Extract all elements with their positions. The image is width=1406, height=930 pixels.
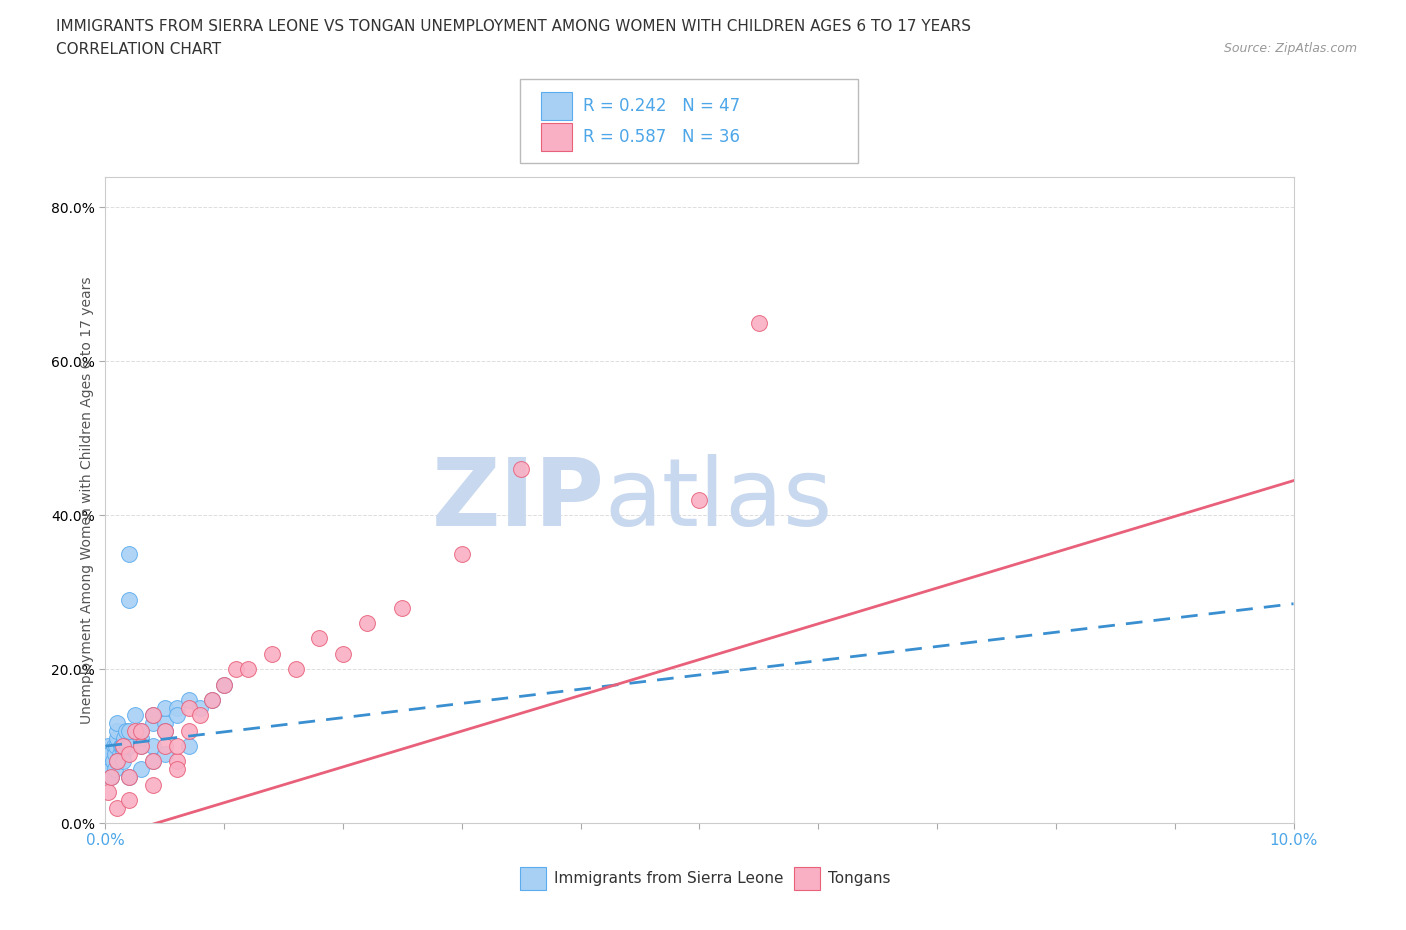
Point (118, 592, 141, 607)
Point (308, 631, 330, 645)
Text: Source: ZipAtlas.com: Source: ZipAtlas.com (1223, 42, 1357, 55)
Point (97, 785, 120, 800)
Point (124, 708, 146, 723)
Point (118, 724, 141, 738)
Point (142, 754, 165, 769)
Point (98, 747, 121, 762)
Text: atlas: atlas (605, 454, 832, 546)
Point (114, 731, 136, 746)
Point (166, 738, 188, 753)
Point (166, 708, 188, 723)
Point (129, 731, 152, 746)
Point (142, 754, 165, 769)
Point (153, 738, 176, 753)
Point (748, 315, 770, 330)
Point (284, 662, 307, 677)
Point (153, 724, 176, 738)
Point (112, 754, 135, 769)
Point (190, 700, 212, 715)
Point (100, 769, 122, 784)
Point (105, 754, 128, 769)
Point (190, 708, 212, 723)
Point (129, 762, 152, 777)
Point (105, 738, 128, 753)
Point (142, 708, 165, 723)
Point (104, 747, 127, 762)
Point (110, 738, 132, 753)
Text: R = 0.242   N = 47: R = 0.242 N = 47 (583, 97, 741, 115)
Point (689, 493, 711, 508)
Text: R = 0.587   N = 36: R = 0.587 N = 36 (583, 128, 741, 146)
Text: ZIP: ZIP (432, 454, 605, 546)
Point (118, 792, 141, 807)
Point (356, 616, 378, 631)
Point (450, 546, 472, 561)
Point (153, 747, 176, 762)
Point (97, 738, 120, 753)
Point (105, 731, 128, 746)
Point (118, 769, 141, 784)
Point (166, 762, 188, 777)
Text: Tongans: Tongans (828, 871, 890, 886)
Point (201, 693, 224, 708)
Point (225, 662, 247, 677)
Point (105, 715, 128, 730)
Point (118, 738, 141, 753)
Point (114, 724, 136, 738)
Point (129, 738, 152, 753)
Point (129, 724, 152, 738)
Y-axis label: Unemployment Among Women with Children Ages 6 to 17 years: Unemployment Among Women with Children A… (80, 276, 94, 724)
Point (177, 724, 200, 738)
Point (201, 693, 224, 708)
Point (108, 747, 131, 762)
Point (129, 724, 152, 738)
Text: Immigrants from Sierra Leone: Immigrants from Sierra Leone (554, 871, 783, 886)
Point (166, 754, 188, 769)
Point (112, 747, 135, 762)
Point (100, 762, 122, 777)
Point (105, 800, 128, 815)
Point (177, 693, 200, 708)
Point (112, 738, 135, 753)
Point (115, 738, 138, 753)
Point (103, 738, 125, 753)
Point (129, 738, 152, 753)
Point (153, 715, 176, 730)
Point (124, 724, 146, 738)
Point (391, 600, 413, 615)
Point (153, 700, 176, 715)
Text: IMMIGRANTS FROM SIERRA LEONE VS TONGAN UNEMPLOYMENT AMONG WOMEN WITH CHILDREN AG: IMMIGRANTS FROM SIERRA LEONE VS TONGAN U… (56, 19, 972, 33)
Point (104, 762, 127, 777)
Point (260, 646, 283, 661)
Point (510, 461, 533, 476)
Point (111, 738, 134, 753)
Point (101, 754, 124, 769)
Point (142, 738, 165, 753)
Point (105, 724, 128, 738)
Point (142, 715, 165, 730)
Text: CORRELATION CHART: CORRELATION CHART (56, 42, 221, 57)
Point (100, 769, 122, 784)
Point (177, 738, 200, 753)
Point (105, 754, 128, 769)
Point (177, 700, 200, 715)
Point (153, 724, 176, 738)
Point (214, 677, 236, 692)
Point (166, 700, 188, 715)
Point (118, 747, 141, 762)
Point (142, 777, 165, 792)
Point (98, 754, 121, 769)
Point (118, 769, 141, 784)
Point (142, 708, 165, 723)
Point (332, 646, 354, 661)
Point (236, 662, 259, 677)
Point (118, 546, 141, 561)
Point (214, 677, 236, 692)
